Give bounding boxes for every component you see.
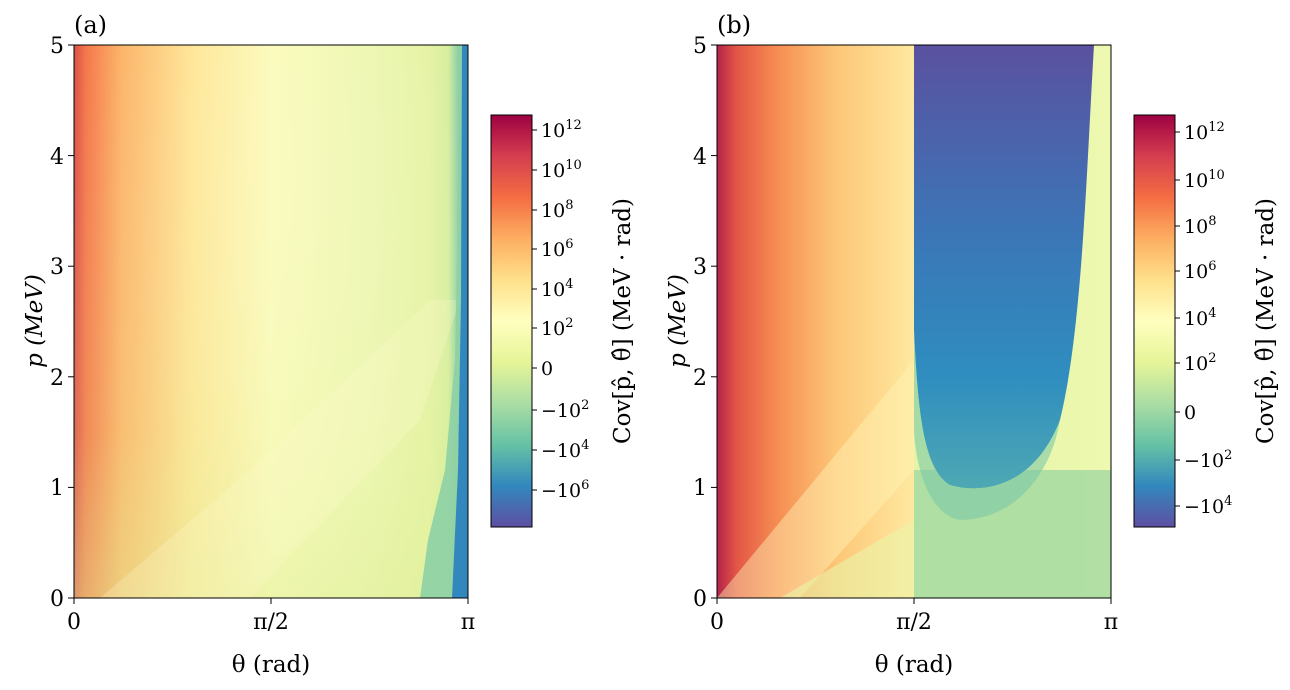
- y-tick-label: 1: [693, 476, 707, 501]
- panel-a: (a) 0 1 2 3 4 5 p (MeV): [22, 11, 636, 678]
- y-tick-label: 0: [693, 587, 707, 612]
- y-tick-label: 0: [50, 587, 64, 612]
- y-axis: 0 1 2 3 4 5 p (MeV): [665, 34, 717, 612]
- colorbar-tick-label: 0: [541, 358, 553, 380]
- x-tick-label: π: [461, 610, 475, 635]
- colorbar-tick-label: 106: [541, 237, 573, 261]
- colorbar-tick-label: 106: [1184, 259, 1216, 283]
- colorbar-b: 1012 1010 108 106 104 102 0 −102 −104 Cov[p̂, θ̂…: [1133, 114, 1279, 528]
- x-axis-label: θ (rad): [232, 652, 311, 678]
- y-tick-label: 2: [693, 366, 707, 391]
- y-axis-label: p (MeV): [22, 274, 48, 368]
- x-axis: 0 π/2 π θ (rad): [710, 598, 1118, 678]
- heatmap-a: [74, 45, 468, 598]
- x-tick-label: π/2: [253, 610, 289, 635]
- y-tick-label: 2: [50, 366, 64, 391]
- y-tick-label: 4: [693, 145, 707, 170]
- colorbar-tick-label: 104: [541, 277, 573, 301]
- y-tick-label: 3: [50, 255, 64, 280]
- colorbar-tick-label: 108: [541, 198, 573, 222]
- colorbar-tick-label: −106: [541, 478, 589, 502]
- y-tick-label: 5: [693, 34, 707, 59]
- colorbar-tick-label: −104: [541, 438, 589, 462]
- y-tick-label: 4: [50, 145, 64, 170]
- y-axis-label: p (MeV): [665, 274, 691, 368]
- colorbar-tick-label: −102: [541, 398, 589, 422]
- y-tick-label: 3: [693, 255, 707, 280]
- x-tick-label: π: [1104, 610, 1118, 635]
- y-tick-label: 1: [50, 476, 64, 501]
- colorbar-tick-label: 1010: [541, 158, 582, 182]
- panel-b: (b) 0 1 2 3 4: [665, 11, 1279, 678]
- colorbar-tick-label: 108: [1184, 214, 1216, 238]
- y-axis: 0 1 2 3 4 5 p (MeV): [22, 34, 74, 612]
- colorbar-tick-label: 104: [1184, 306, 1216, 330]
- x-axis-label: θ (rad): [875, 652, 954, 678]
- colorbar-a: 1012 1010 108 106 104 102 0 −102 −104 −106 Cov[p̂…: [490, 114, 636, 528]
- colorbar-label: Cov[p̂, θ̂] (MeV · rad): [1253, 198, 1279, 444]
- colorbar-label: Cov[p̂, θ̂] (MeV · rad): [610, 198, 636, 444]
- x-tick-label: π/2: [896, 610, 932, 635]
- colorbar-tick-label: 1012: [541, 118, 582, 142]
- colorbar-tick-label: −104: [1184, 494, 1232, 518]
- colorbar-tick-label: −102: [1184, 448, 1232, 472]
- y-tick-label: 5: [50, 34, 64, 59]
- x-axis: 0 π/2 π θ (rad): [67, 598, 475, 678]
- colorbar-tick-label: 0: [1184, 402, 1196, 424]
- colorbar-tick-label: 102: [541, 316, 573, 340]
- heatmap-b: [717, 45, 1111, 598]
- panel-label: (a): [74, 11, 107, 39]
- colorbar-tick-label: 1010: [1184, 168, 1225, 192]
- panel-label: (b): [717, 11, 751, 39]
- x-tick-label: 0: [67, 610, 81, 635]
- colorbar-tick-label: 1012: [1184, 120, 1225, 144]
- colorbar-tick-label: 102: [1184, 351, 1216, 375]
- x-tick-label: 0: [710, 610, 724, 635]
